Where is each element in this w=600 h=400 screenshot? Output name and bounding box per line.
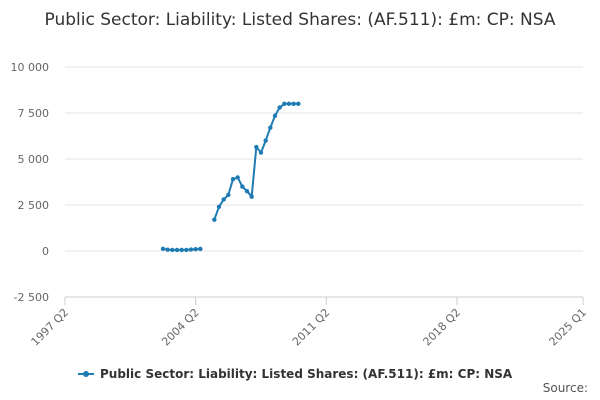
data-point: [198, 246, 203, 252]
data-point: [212, 217, 217, 222]
series-line-segment: [213, 102, 299, 221]
x-tick-label: 2025 Q1: [547, 306, 590, 349]
legend[interactable]: Public Sector: Liability: Listed Shares:…: [78, 365, 512, 383]
data-point: [230, 177, 236, 182]
data-point: [249, 194, 254, 199]
data-point: [286, 101, 292, 107]
data-point: [235, 175, 240, 180]
x-tick-label: 2018 Q2: [421, 306, 464, 349]
x-tick-label: 1997 Q2: [29, 306, 72, 349]
data-point: [165, 247, 170, 252]
gridlines: [65, 66, 583, 298]
x-tick-label: 2011 Q2: [290, 306, 333, 349]
data-point: [282, 101, 287, 107]
x-tick-label: 2004 Q2: [159, 306, 202, 349]
data-point: [226, 192, 231, 198]
data-point: [277, 105, 282, 110]
y-tick-label: 2 500: [18, 199, 50, 212]
data-point: [184, 247, 189, 253]
data-point: [244, 189, 250, 194]
data-point: [258, 150, 264, 155]
data-point: [221, 197, 226, 202]
data-point: [179, 247, 184, 253]
series-line-listed-shares: [160, 101, 301, 253]
data-point: [193, 246, 198, 252]
data-point: [291, 101, 296, 107]
data-point: [254, 144, 259, 150]
y-tick-label: 5 000: [18, 153, 50, 166]
legend-series-label: Public Sector: Liability: Listed Shares:…: [100, 367, 513, 381]
y-tick-label: -2 500: [14, 291, 49, 304]
x-axis-tick-labels: 1997 Q2 2004 Q2 2011 Q2 2018 Q2 2025 Q1: [29, 306, 590, 349]
chart-title: Public Sector: Liability: Listed Shares:…: [44, 10, 556, 30]
y-tick-label: 7 500: [18, 107, 50, 120]
data-point: [160, 246, 166, 251]
data-point: [263, 138, 268, 143]
y-tick-label: 0: [42, 245, 49, 258]
source-label: Source:: [542, 381, 588, 395]
legend-series-marker-icon: [78, 369, 94, 379]
data-point: [240, 184, 245, 189]
x-axis: [64, 296, 584, 305]
data-point: [170, 247, 175, 253]
y-tick-label: 10 000: [11, 61, 50, 74]
data-point: [268, 125, 273, 130]
data-point: [296, 101, 301, 107]
data-point: [216, 204, 222, 210]
y-axis-tick-labels: -2 500 0 2 500 5 000 7 500 10 000: [11, 61, 50, 304]
data-point: [174, 247, 180, 253]
data-point: [272, 113, 278, 118]
data-point: [188, 247, 194, 252]
